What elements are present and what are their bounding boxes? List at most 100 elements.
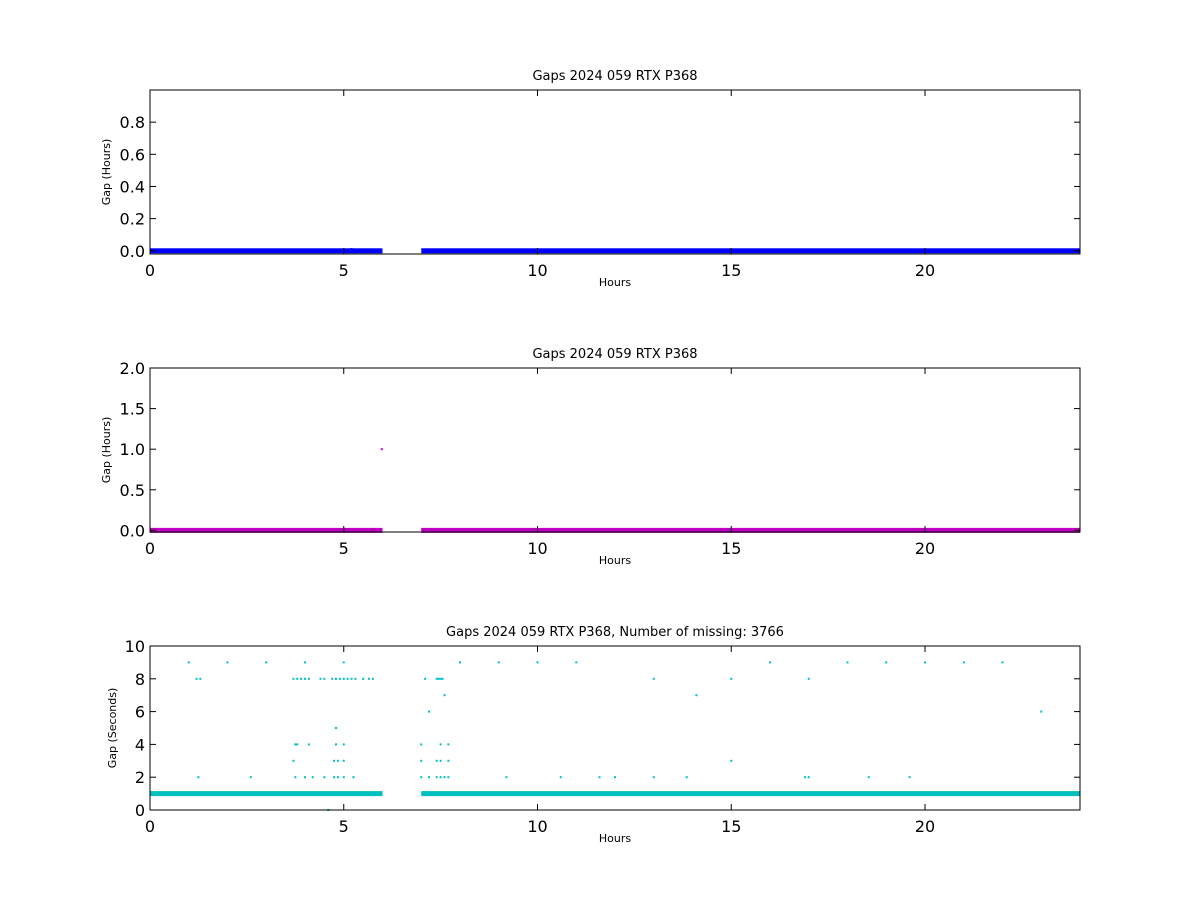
x-axis-label: Hours <box>599 276 631 289</box>
x-tick-label: 10 <box>527 539 547 558</box>
data-point <box>187 661 190 664</box>
y-axis-label: Gap (Seconds) <box>106 688 119 769</box>
data-point <box>420 759 423 762</box>
y-axis-label: Gap (Hours) <box>100 139 113 206</box>
data-point <box>304 776 306 779</box>
dense-point-band <box>150 791 383 797</box>
data-point <box>296 677 299 680</box>
chart-panel-seconds-cyan: Gaps 2024 059 RTX P368, Number of missin… <box>106 625 1081 845</box>
y-tick-label: 0.8 <box>120 113 145 132</box>
data-point <box>439 759 442 762</box>
y-tick-label: 0.5 <box>120 481 145 500</box>
data-point <box>459 661 461 664</box>
data-point <box>335 743 337 746</box>
axes: 0 5 10 15 20 0 2 4 6 8 10 <box>125 637 1080 836</box>
y-tick-label: 2 <box>135 768 145 787</box>
x-tick-label: 10 <box>527 817 547 836</box>
y-tick-label: 4 <box>135 735 145 754</box>
data-point <box>439 776 442 779</box>
data-point <box>439 743 442 746</box>
data-point <box>962 661 965 664</box>
data-point <box>346 677 349 680</box>
x-tick-label: 15 <box>721 539 741 558</box>
y-tick-label: 0.0 <box>120 521 145 540</box>
data-point <box>335 677 337 680</box>
data-point <box>304 677 306 680</box>
dense-point-band <box>150 527 383 533</box>
data-point <box>867 776 870 779</box>
data-point <box>333 776 336 779</box>
x-tick-label: 20 <box>915 261 935 280</box>
data-points <box>150 448 1080 533</box>
data-point <box>420 743 423 746</box>
data-point <box>536 661 539 664</box>
chart-panel-hours-magenta: Gaps 2024 059 RTX P368 Hours Gap (Hours)… <box>100 347 1081 567</box>
data-point <box>331 677 334 680</box>
data-point <box>311 776 314 779</box>
data-point <box>336 759 339 762</box>
data-point <box>441 677 444 680</box>
data-point <box>199 677 202 680</box>
y-tick-label: 10 <box>125 637 145 656</box>
x-tick-label: 5 <box>339 539 349 558</box>
data-point <box>447 743 450 746</box>
data-point <box>1001 661 1004 664</box>
data-points <box>150 661 1080 811</box>
data-point <box>319 677 322 680</box>
data-point <box>336 776 339 779</box>
data-point <box>367 677 370 680</box>
data-point <box>380 448 383 451</box>
dense-point-band <box>421 527 1080 533</box>
data-point <box>350 248 353 251</box>
data-point <box>1038 248 1041 251</box>
x-axis-label: Hours <box>599 832 631 845</box>
data-point <box>333 759 336 762</box>
x-tick-label: 5 <box>339 817 349 836</box>
data-point <box>338 677 341 680</box>
data-point <box>352 776 355 779</box>
data-point <box>439 677 442 680</box>
axes: 0 5 10 15 20 0.0 0.5 1.0 1.5 2.0 <box>120 359 1080 558</box>
data-point <box>807 677 810 680</box>
data-point <box>730 759 733 762</box>
data-point <box>342 759 345 762</box>
data-points <box>150 248 1080 254</box>
x-tick-label: 20 <box>915 817 935 836</box>
data-point <box>435 759 438 762</box>
data-point <box>437 677 440 680</box>
data-point <box>428 776 430 779</box>
dense-point-band <box>421 248 1080 254</box>
data-point <box>575 661 578 664</box>
chart-panel-hours-blue: Gaps 2024 059 RTX P368 Hours Gap (Hours)… <box>100 69 1081 289</box>
data-point <box>300 677 303 680</box>
chart-title: Gaps 2024 059 RTX P368 <box>532 347 697 362</box>
data-point <box>249 776 252 779</box>
dense-point-band <box>150 248 383 254</box>
data-point <box>371 677 374 680</box>
data-point <box>304 661 306 664</box>
data-point <box>428 710 430 713</box>
y-tick-label: 8 <box>135 670 145 689</box>
data-point <box>1040 710 1043 713</box>
y-tick-label: 2.0 <box>120 359 145 378</box>
y-axis-label: Gap (Hours) <box>100 417 113 484</box>
x-tick-label: 15 <box>721 261 741 280</box>
plot-frame <box>149 89 1081 255</box>
data-point <box>307 677 310 680</box>
data-point <box>342 661 345 664</box>
plot-frame <box>149 367 1081 533</box>
data-point <box>803 776 806 779</box>
x-axis-label: Hours <box>599 554 631 567</box>
data-point <box>420 776 423 779</box>
y-tick-label: 6 <box>135 703 145 722</box>
data-point <box>435 677 438 680</box>
y-tick-label: 1.5 <box>120 400 145 419</box>
data-point <box>424 677 427 680</box>
x-tick-label: 20 <box>915 539 935 558</box>
data-point <box>354 677 357 680</box>
y-tick-label: 0.0 <box>120 242 145 261</box>
data-point <box>197 776 200 779</box>
data-point <box>846 661 849 664</box>
